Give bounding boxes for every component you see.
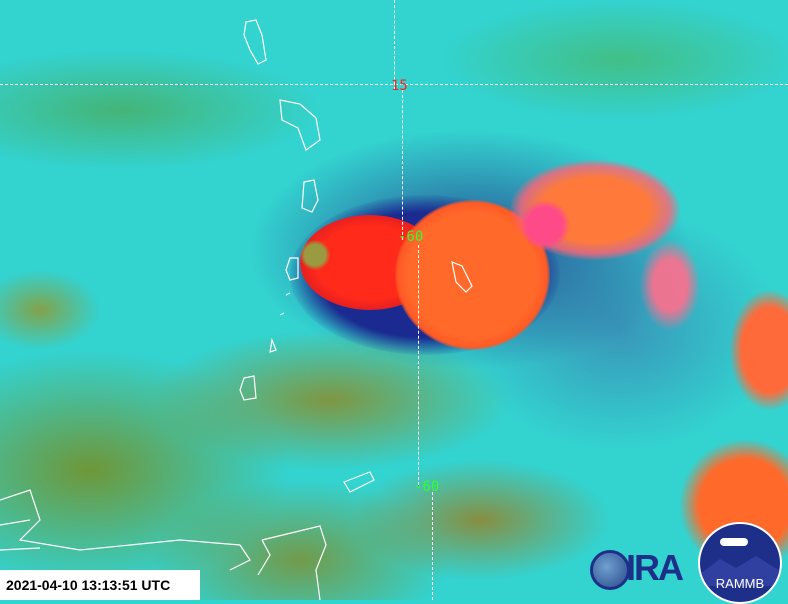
coastline-st-lucia <box>301 179 319 213</box>
earth-icon <box>590 550 630 590</box>
longitude-gridline <box>418 245 419 485</box>
longitude-gridline <box>432 492 433 600</box>
grid-label-longitude-bottom: -60 <box>414 479 440 495</box>
coastline-venezuela <box>0 489 251 571</box>
coastline-dominica <box>243 19 267 65</box>
coastline-st-vincent <box>285 257 299 281</box>
coastline-barbados <box>451 261 473 293</box>
cira-logo: IRA <box>590 548 696 592</box>
coastline-martinique <box>279 99 321 151</box>
grid-label-longitude-mid: -60 <box>398 229 424 245</box>
rammb-text: RAMMB <box>715 576 765 591</box>
cloud-icon <box>720 538 748 546</box>
cloud-orange-east <box>730 290 788 410</box>
coastline-tobago <box>343 471 375 493</box>
volcano-summit <box>300 240 330 270</box>
coastline-grenadines <box>269 292 291 353</box>
ash-plume-streak <box>640 240 700 330</box>
coastline-grenada <box>239 375 257 401</box>
grid-label-latitude: 15 <box>391 78 408 94</box>
coastline-trinidad <box>257 525 327 600</box>
longitude-gridline <box>402 90 403 240</box>
longitude-gridline <box>394 0 395 90</box>
ash-plume-pink <box>520 200 570 250</box>
timestamp-label: 2021-04-10 13:13:51 UTC <box>0 570 200 600</box>
rammb-logo: RAMMB <box>698 522 782 604</box>
